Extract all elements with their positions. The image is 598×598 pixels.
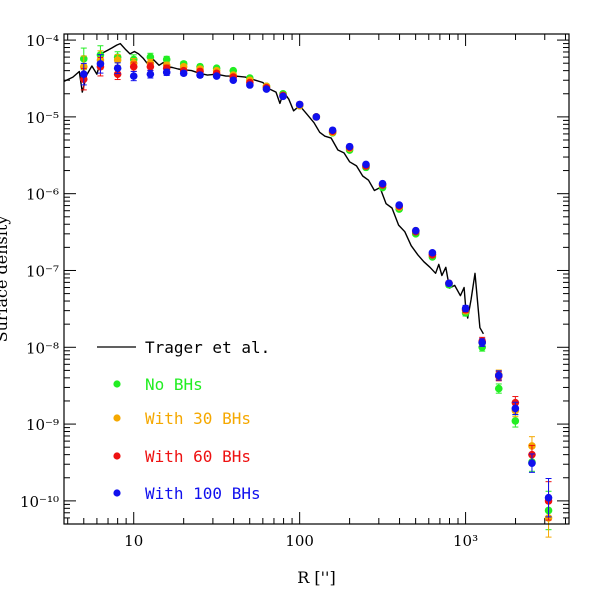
y-tick-label: 10⁻⁶: [26, 186, 59, 204]
y-tick-label: 10⁻¹⁰: [20, 493, 59, 511]
data-point: [511, 404, 520, 413]
data-point: [328, 126, 337, 135]
data-point: [162, 55, 171, 64]
plot-frame: [63, 33, 570, 525]
legend: Trager et al. No BHs With 30 BHs With 60…: [97, 338, 270, 503]
y-tick-label: 10⁻⁵: [26, 109, 59, 127]
data-point: [362, 160, 370, 169]
data-point: [179, 69, 188, 78]
data-point: [494, 384, 503, 393]
model-series-layer: [79, 45, 553, 538]
data-point: [428, 248, 437, 257]
legend-label-60-bhs: With 60 BHs: [145, 447, 251, 466]
data-point: [345, 142, 354, 151]
data-point: [162, 68, 171, 77]
data-point: [544, 493, 553, 502]
legend-label-trager: Trager et al.: [145, 338, 270, 357]
data-point: [445, 279, 453, 288]
y-tick-labels: 10⁻⁴ 10⁻⁵ 10⁻⁶ 10⁻⁷ 10⁻⁸ 10⁻⁹ 10⁻¹⁰: [20, 32, 59, 511]
data-point: [196, 71, 204, 79]
data-point: [229, 76, 238, 85]
data-point: [295, 100, 304, 109]
legend-label-no-bhs: No BHs: [145, 375, 203, 394]
data-point: [212, 72, 221, 80]
y-tick-label: 10⁻⁴: [26, 32, 59, 50]
minor-ticks: [64, 34, 569, 524]
data-point: [113, 56, 122, 64]
data-point: [279, 92, 287, 101]
data-point: [511, 417, 520, 425]
x-tick-label: 10: [124, 532, 143, 550]
legend-label-30-bhs: With 30 BHs: [145, 409, 251, 428]
y-tick-label: 10⁻⁸: [26, 339, 59, 357]
legend-label-100-bhs: With 100 BHs: [145, 484, 261, 503]
data-point: [146, 70, 155, 78]
data-point: [395, 201, 403, 209]
legend-marker-100-bhs: [113, 489, 121, 497]
x-tick-label: 10³: [453, 532, 478, 550]
legend-marker-no-bhs: [113, 380, 121, 388]
series-with-100-bhs: [79, 54, 553, 518]
y-tick-label: 10⁻⁹: [26, 416, 59, 434]
legend-marker-30-bhs: [113, 414, 121, 422]
x-tick-label: 100: [285, 532, 314, 550]
data-point: [478, 338, 486, 347]
data-point: [79, 70, 88, 78]
data-point: [96, 60, 105, 68]
data-point: [411, 226, 420, 235]
data-point: [461, 304, 470, 313]
major-ticks: [64, 34, 569, 524]
y-axis-label: Surface density: [0, 216, 11, 343]
legend-marker-60-bhs: [113, 452, 121, 460]
data-point: [113, 70, 122, 78]
data-point: [246, 81, 254, 89]
data-point: [113, 64, 122, 73]
data-point: [262, 85, 271, 93]
data-point: [312, 113, 321, 121]
x-tick-labels: 10 100 10³: [124, 532, 478, 550]
data-point: [129, 62, 138, 71]
data-point: [146, 62, 155, 71]
data-point: [378, 179, 387, 188]
data-point: [528, 459, 536, 467]
y-tick-label: 10⁻⁷: [26, 262, 59, 280]
x-axis-label: R ['']: [297, 568, 335, 587]
data-point: [494, 371, 503, 380]
data-point: [129, 72, 138, 80]
